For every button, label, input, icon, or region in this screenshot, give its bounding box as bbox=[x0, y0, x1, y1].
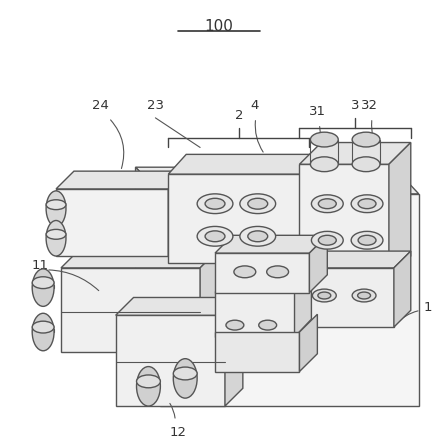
Ellipse shape bbox=[137, 375, 160, 388]
Polygon shape bbox=[56, 171, 186, 189]
Ellipse shape bbox=[311, 231, 343, 249]
Ellipse shape bbox=[318, 199, 336, 209]
Text: 31: 31 bbox=[309, 105, 326, 118]
Ellipse shape bbox=[352, 289, 376, 302]
Ellipse shape bbox=[312, 289, 336, 302]
Ellipse shape bbox=[248, 198, 268, 209]
Polygon shape bbox=[215, 332, 300, 372]
Ellipse shape bbox=[32, 313, 54, 351]
Ellipse shape bbox=[311, 132, 338, 147]
Ellipse shape bbox=[240, 194, 276, 214]
Ellipse shape bbox=[352, 132, 380, 147]
Polygon shape bbox=[294, 268, 394, 327]
Text: 12: 12 bbox=[170, 426, 187, 439]
Ellipse shape bbox=[267, 266, 289, 278]
Polygon shape bbox=[300, 143, 411, 164]
Polygon shape bbox=[168, 154, 327, 174]
Ellipse shape bbox=[173, 359, 197, 398]
Polygon shape bbox=[309, 235, 327, 292]
Polygon shape bbox=[215, 235, 327, 253]
Polygon shape bbox=[168, 171, 186, 256]
Ellipse shape bbox=[357, 292, 371, 299]
Ellipse shape bbox=[173, 367, 197, 380]
Ellipse shape bbox=[352, 157, 380, 171]
Polygon shape bbox=[200, 246, 222, 352]
Text: 23: 23 bbox=[147, 99, 164, 112]
Polygon shape bbox=[116, 315, 225, 406]
Ellipse shape bbox=[358, 235, 376, 245]
Polygon shape bbox=[160, 194, 419, 406]
Polygon shape bbox=[215, 291, 294, 337]
Polygon shape bbox=[61, 268, 200, 352]
Polygon shape bbox=[116, 298, 243, 315]
Text: 3: 3 bbox=[351, 99, 360, 112]
Polygon shape bbox=[389, 143, 411, 278]
Ellipse shape bbox=[197, 194, 233, 214]
Ellipse shape bbox=[32, 277, 54, 288]
Text: 32: 32 bbox=[360, 99, 378, 112]
Polygon shape bbox=[225, 298, 243, 406]
Polygon shape bbox=[215, 253, 309, 292]
Ellipse shape bbox=[248, 231, 268, 242]
Text: 4: 4 bbox=[251, 99, 259, 112]
Text: 1: 1 bbox=[424, 301, 432, 314]
Polygon shape bbox=[294, 273, 311, 337]
Polygon shape bbox=[294, 251, 411, 268]
Ellipse shape bbox=[318, 235, 336, 245]
Polygon shape bbox=[394, 251, 411, 327]
Ellipse shape bbox=[351, 195, 383, 213]
Polygon shape bbox=[309, 154, 327, 263]
Polygon shape bbox=[168, 174, 309, 263]
Ellipse shape bbox=[234, 266, 256, 278]
Polygon shape bbox=[135, 167, 160, 406]
Ellipse shape bbox=[226, 320, 244, 330]
Ellipse shape bbox=[351, 231, 383, 249]
Ellipse shape bbox=[311, 157, 338, 171]
Ellipse shape bbox=[46, 229, 66, 239]
Text: 24: 24 bbox=[92, 99, 109, 112]
Ellipse shape bbox=[240, 226, 276, 246]
Ellipse shape bbox=[32, 321, 54, 333]
Ellipse shape bbox=[318, 292, 331, 299]
Ellipse shape bbox=[358, 199, 376, 209]
Polygon shape bbox=[135, 167, 419, 194]
Ellipse shape bbox=[46, 200, 66, 210]
Ellipse shape bbox=[311, 195, 343, 213]
Ellipse shape bbox=[137, 366, 160, 406]
Text: 11: 11 bbox=[31, 260, 48, 272]
Ellipse shape bbox=[32, 269, 54, 307]
Polygon shape bbox=[300, 314, 318, 372]
Polygon shape bbox=[61, 246, 222, 268]
Ellipse shape bbox=[205, 231, 225, 242]
Ellipse shape bbox=[205, 198, 225, 209]
Ellipse shape bbox=[46, 191, 66, 226]
Ellipse shape bbox=[197, 226, 233, 246]
Ellipse shape bbox=[46, 221, 66, 256]
Ellipse shape bbox=[259, 320, 277, 330]
Polygon shape bbox=[300, 164, 389, 278]
Text: 100: 100 bbox=[205, 19, 233, 34]
Text: 2: 2 bbox=[235, 109, 243, 122]
Polygon shape bbox=[56, 189, 168, 256]
